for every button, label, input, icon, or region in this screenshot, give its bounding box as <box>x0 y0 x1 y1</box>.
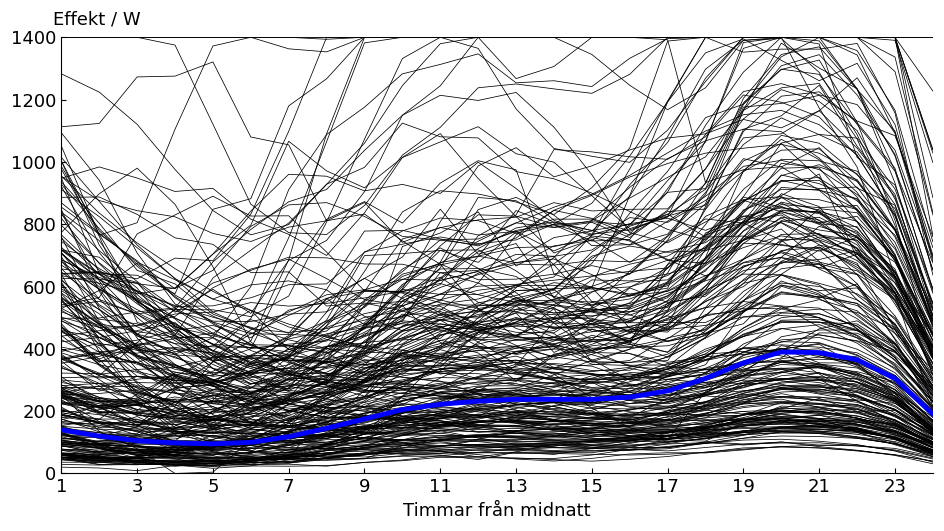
X-axis label: Timmar från midnatt: Timmar från midnatt <box>403 502 591 520</box>
Text: Effekt / W: Effekt / W <box>53 11 141 29</box>
